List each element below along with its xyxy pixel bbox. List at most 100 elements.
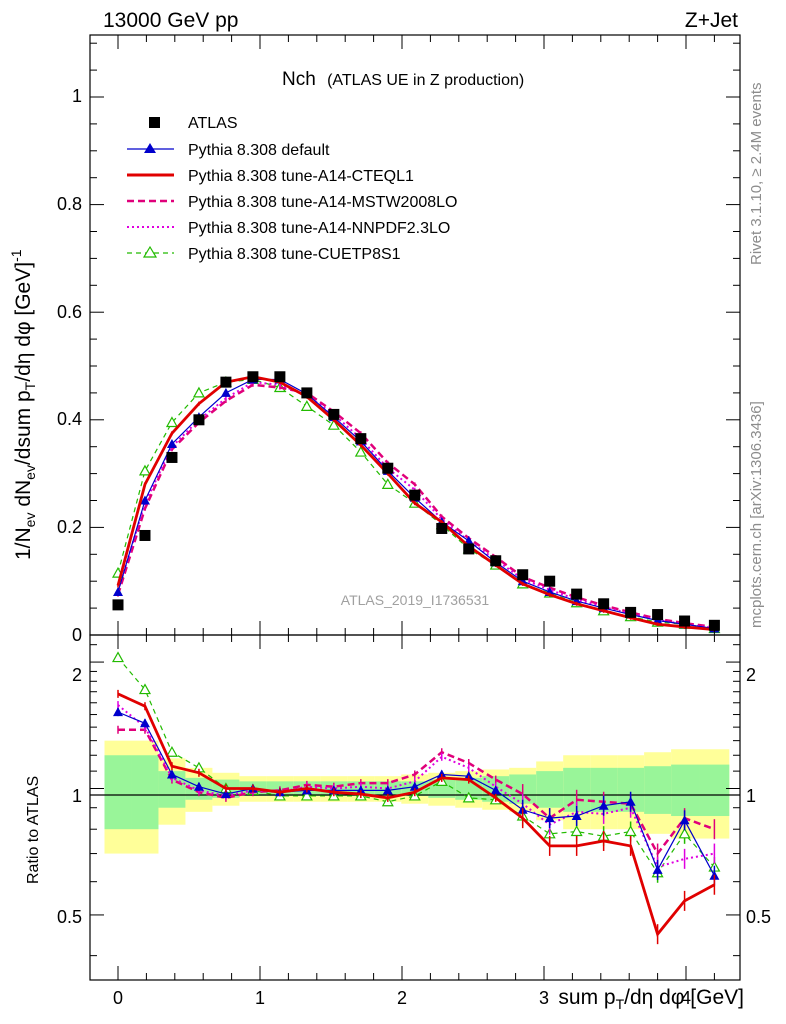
ratio-point-default [625,796,636,806]
ratio-point-default [571,811,582,821]
x-tick-label: 4 [681,988,691,1008]
series-point-cuetp8s1 [138,464,151,476]
axis-ticks [90,35,740,980]
main-y-tick-label: 0.4 [57,409,82,429]
ratio-point-default [409,781,420,791]
x-tick-label: 0 [113,988,123,1008]
series-point-default [220,387,231,397]
ratio-y-tick-label-left: 0.5 [57,907,82,927]
chart-title: Nch (ATLAS UE in Z production) [282,69,524,90]
legend-label-default: Pythia 8.308 default [188,142,330,159]
ratio-line-cuetp8s1 [117,657,715,874]
ratio-point-cuetp8s1 [678,827,691,839]
series-point-cuetp8s1 [381,478,394,489]
atlas-data-point [679,615,691,627]
ratio-point-cuetp8s1 [300,789,313,801]
ratio-point-default [113,707,123,717]
series-point-cuetp8s1 [327,418,340,430]
x-axis-label: sum pT/dη dφ [GeV] [558,986,744,1012]
header-left: 13000 GeV pp [103,9,238,32]
ratio-band-inner [671,764,700,817]
main-y-tick-label: 0.2 [57,517,82,537]
atlas-data-point [625,606,637,618]
ratio-point-default [382,785,393,795]
legend-marker-atlas [149,117,160,128]
atlas-data-point [274,371,286,383]
main-y-tick-label: 1 [72,86,82,106]
x-tick-labels: 0 1 2 3 4 [113,988,691,1008]
ratio-point-cuetp8s1 [462,791,475,803]
legend: ATLAS Pythia 8.308 default Pythia 8.308 … [127,115,457,263]
atlas-data-point [220,376,232,388]
ratio-point-default [139,718,150,728]
ratio-point-default [544,813,555,823]
ratio-series-layer [111,651,721,945]
ratio-point-default [490,785,501,795]
atlas-data-point [355,433,367,445]
legend-label-cuetp8s1: Pythia 8.308 tune-CUETP8S1 [188,246,401,263]
ratio-point-default [193,781,204,791]
chart-title-main: Nch [282,69,316,90]
legend-label-nnpdf: Pythia 8.308 tune-A14-NNPDF2.3LO [188,220,450,237]
ratio-point-default [679,815,690,825]
main-y-tick-label: 0 [72,625,82,645]
ratio-point-default [220,789,231,799]
legend-label-atlas: ATLAS [188,115,238,132]
ratio-y-axis-label: Ratio to ATLAS [25,776,42,884]
main-y-tick-label: 0.8 [57,194,82,214]
atlas-data-point [409,489,421,501]
series-point-cuetp8s1 [165,416,178,428]
atlas-data-point [490,555,502,567]
ratio-y-tick-label-right: 0.5 [746,907,771,927]
atlas-data-point [301,387,313,399]
atlas-data-point [517,569,529,581]
header-right: Z+Jet [685,9,738,32]
atlas-data-point [382,462,394,474]
atlas-data-point [328,408,340,420]
ratio-point-default [166,769,177,779]
atlas-data-point [436,522,448,534]
x-tick-label: 3 [539,988,549,1008]
analysis-tag: ATLAS_2019_I1736531 [341,592,490,608]
atlas-data-point [544,575,556,587]
atlas-data-point [463,543,475,555]
ratio-point-cuetp8s1 [165,745,178,757]
legend-marker-cuetp8s1 [142,245,158,258]
atlas-data-point [193,414,205,426]
atlas-data-point [652,609,664,621]
ratio-point-cuetp8s1 [138,683,151,695]
ratio-point-default [598,800,609,810]
legend-marker-default [144,143,156,153]
ratio-band-inner [428,779,456,798]
atlas-data-point [598,598,610,610]
atlas-data-point [112,599,124,611]
atlas-data-point [708,619,720,631]
legend-label-mstw: Pythia 8.308 tune-A14-MSTW2008LO [188,194,457,211]
ratio-y-tick-label-right: 1 [746,786,756,806]
atlas-data-point [571,588,583,600]
chart-title-sub: (ATLAS UE in Z production) [327,72,524,89]
ratio-band-inner [644,766,672,814]
x-tick-label: 1 [255,988,265,1008]
ratio-y-tick-label-right: 2 [746,665,756,685]
ratio-point-cuetp8s1 [624,825,637,837]
series-line-nnpdf [117,381,715,629]
ratio-point-default [652,864,663,874]
ratio-band-inner [104,755,132,830]
ratio-band-inner [699,764,730,817]
ratio-point-cuetp8s1 [570,825,583,837]
legend-label-cteql1: Pythia 8.308 tune-A14-CTEQL1 [188,168,414,185]
series-point-default [166,439,177,449]
y-axis-label: 1/Nev dNev/dsum pT/dη dφ [GeV]-1 [8,249,38,560]
series-point-default [139,495,150,505]
ratio-y-tick-label-left: 2 [72,665,82,685]
main-y-tick-labels: 0 0.2 0.4 0.6 0.8 1 [57,86,82,645]
ratio-y-tick-labels: 0.5 1 2 0.5 1 2 [57,665,771,927]
mcplots-label: mcplots.cern.ch [arXiv:1306.3436] [748,401,765,628]
main-y-tick-label: 0.6 [57,302,82,322]
ratio-band-inner [131,755,159,830]
series-point-default [113,586,123,596]
ratio-point-cuetp8s1 [111,651,125,663]
series-point-cuetp8s1 [192,386,205,398]
